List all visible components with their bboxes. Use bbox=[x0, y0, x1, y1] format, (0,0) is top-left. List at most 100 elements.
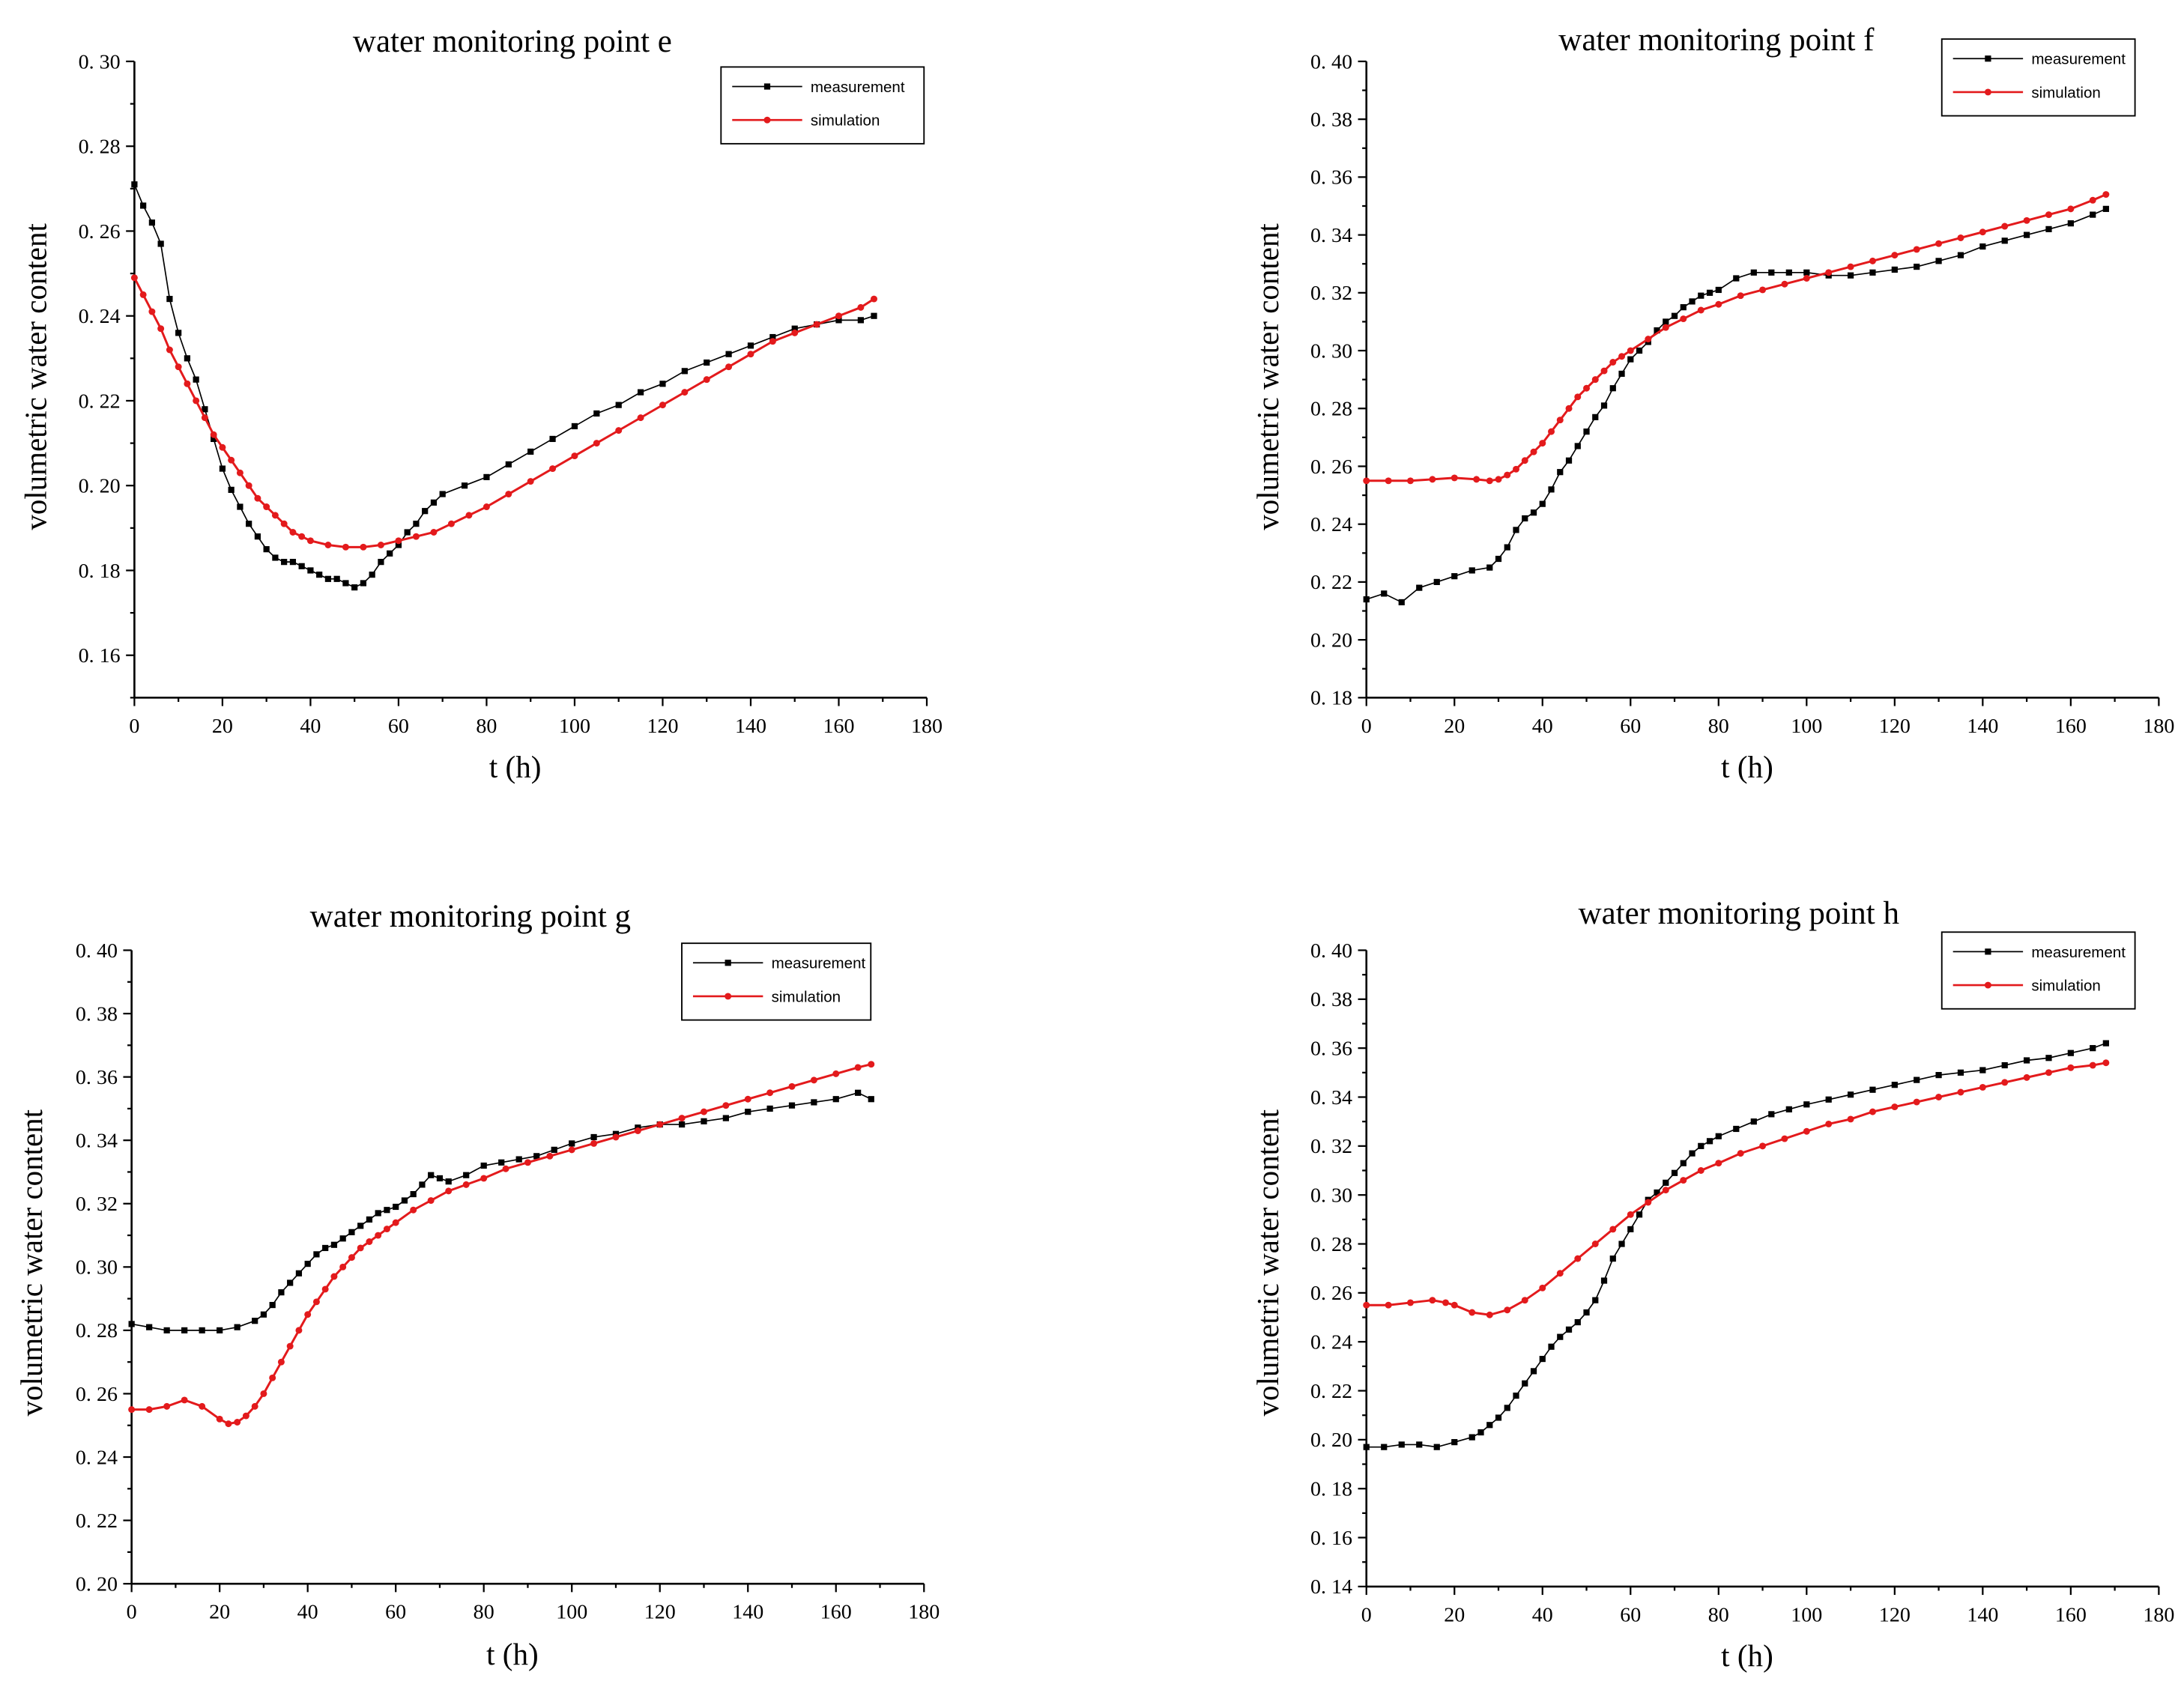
measurement-point bbox=[725, 351, 732, 357]
y-tick-label: 0. 28 bbox=[76, 1319, 118, 1342]
simulation-point bbox=[1556, 417, 1564, 424]
simulation-point bbox=[1697, 1167, 1704, 1174]
simulation-point bbox=[445, 1187, 453, 1195]
simulation-point bbox=[157, 325, 165, 333]
measurement-point bbox=[1957, 252, 1964, 258]
simulation-point bbox=[637, 414, 644, 422]
x-tick-label: 120 bbox=[647, 715, 678, 738]
measurement-point bbox=[1689, 1150, 1696, 1157]
y-tick-label: 0. 16 bbox=[1310, 1527, 1352, 1550]
simulation-point bbox=[502, 1165, 509, 1172]
simulation-point bbox=[339, 1263, 347, 1270]
measurement-point bbox=[1654, 327, 1660, 334]
simulation-point bbox=[832, 1070, 840, 1077]
simulation-point bbox=[1891, 1103, 1899, 1111]
y-tick-label: 0. 38 bbox=[1310, 988, 1352, 1011]
y-tick-label: 0. 38 bbox=[76, 1002, 118, 1026]
x-tick-label: 20 bbox=[1444, 1603, 1465, 1626]
measurement-point bbox=[357, 1223, 364, 1229]
simulation-point bbox=[210, 431, 217, 438]
simulation-point bbox=[766, 1089, 774, 1097]
legend: measurement simulation bbox=[681, 942, 872, 1021]
measurement-point bbox=[505, 461, 512, 468]
measurement-point bbox=[287, 1279, 294, 1286]
measurement-point bbox=[1979, 1067, 1986, 1073]
measurement-point bbox=[571, 422, 578, 430]
simulation-point bbox=[1697, 306, 1704, 314]
legend: measurement simulation bbox=[1941, 38, 2136, 117]
legend-label-measurement: measurement bbox=[2031, 944, 2126, 961]
simulation-point bbox=[201, 414, 208, 422]
simulation-point bbox=[2067, 1064, 2075, 1071]
measurement-point bbox=[1785, 269, 1792, 276]
y-tick-label: 0. 28 bbox=[79, 136, 121, 159]
y-tick-label: 0. 36 bbox=[76, 1066, 118, 1089]
simulation-point bbox=[181, 1396, 188, 1404]
measurement-point bbox=[1592, 414, 1599, 420]
legend-swatch-marker bbox=[1984, 88, 1991, 96]
measurement-point bbox=[832, 1096, 839, 1103]
y-tick-label: 0. 20 bbox=[79, 475, 121, 498]
measurement-point bbox=[1689, 298, 1696, 305]
simulation-point bbox=[1759, 1142, 1767, 1150]
simulation-point bbox=[1781, 1135, 1788, 1142]
measurement-point bbox=[722, 1115, 729, 1121]
legend-label-simulation: simulation bbox=[2031, 978, 2101, 995]
y-tick-label: 0. 16 bbox=[79, 644, 121, 667]
measurement-point bbox=[1869, 1086, 1876, 1093]
measurement-point bbox=[1548, 1343, 1555, 1350]
measurement-point bbox=[2045, 225, 2052, 232]
simulation-point bbox=[219, 443, 226, 451]
y-axis-label: volumetric water content bbox=[19, 223, 53, 530]
x-tick-label: 80 bbox=[476, 715, 497, 738]
simulation-point bbox=[1495, 476, 1502, 483]
legend-label-measurement: measurement bbox=[811, 79, 905, 96]
measurement-point bbox=[281, 559, 288, 566]
x-tick-label: 0 bbox=[1361, 715, 1372, 738]
simulation-point bbox=[148, 308, 156, 315]
measurement-point bbox=[393, 1203, 399, 1211]
measurement-point bbox=[871, 312, 877, 319]
measurement-point bbox=[2067, 220, 2074, 227]
measurement-point bbox=[1663, 318, 1669, 325]
y-tick-label: 0. 22 bbox=[79, 390, 121, 413]
measurement-point bbox=[2001, 237, 2008, 244]
measurement-point bbox=[131, 181, 138, 188]
simulation-point bbox=[410, 1206, 417, 1214]
x-tick-label: 80 bbox=[474, 1601, 494, 1624]
measurement-point bbox=[1539, 1355, 1546, 1363]
measurement-point bbox=[1548, 486, 1555, 493]
simulation-point bbox=[1627, 347, 1634, 354]
simulation-point bbox=[1363, 1301, 1370, 1309]
measurement-point bbox=[533, 1153, 540, 1160]
x-tick-label: 60 bbox=[1620, 715, 1641, 738]
chart-title: water monitoring point h bbox=[1579, 896, 1899, 931]
simulation-point bbox=[1645, 336, 1652, 343]
measurement-point bbox=[1891, 1082, 1898, 1088]
simulation-point bbox=[678, 1115, 686, 1122]
simulation-point bbox=[1385, 1301, 1392, 1309]
legend-swatch-marker bbox=[1985, 55, 1991, 62]
simulation-point bbox=[1363, 477, 1370, 485]
measurement-point bbox=[342, 580, 349, 587]
legend-label-measurement: measurement bbox=[2031, 51, 2126, 68]
simulation-point bbox=[342, 543, 349, 551]
measurement-point bbox=[590, 1133, 597, 1141]
x-tick-label: 100 bbox=[559, 715, 590, 738]
chart-point-e: water monitoring point e 0. 16 0. 18 0. 20 0… bbox=[19, 24, 943, 784]
simulation-point bbox=[546, 1152, 554, 1160]
simulation-point bbox=[1662, 1187, 1669, 1194]
measurement-point bbox=[157, 240, 164, 247]
simulation-point bbox=[145, 1406, 153, 1414]
y-tick-label: 0. 22 bbox=[1310, 571, 1352, 594]
measurement-point bbox=[1768, 269, 1775, 276]
measurement-point bbox=[1935, 1072, 1942, 1079]
simulation-point bbox=[656, 1121, 664, 1128]
legend-box bbox=[1941, 38, 2136, 117]
simulation-point bbox=[1957, 1088, 1964, 1096]
measurement-point bbox=[1565, 457, 1573, 464]
measurement-point bbox=[278, 1289, 285, 1296]
x-tick-label: 180 bbox=[2143, 715, 2174, 738]
simulation-point bbox=[1442, 1299, 1449, 1306]
